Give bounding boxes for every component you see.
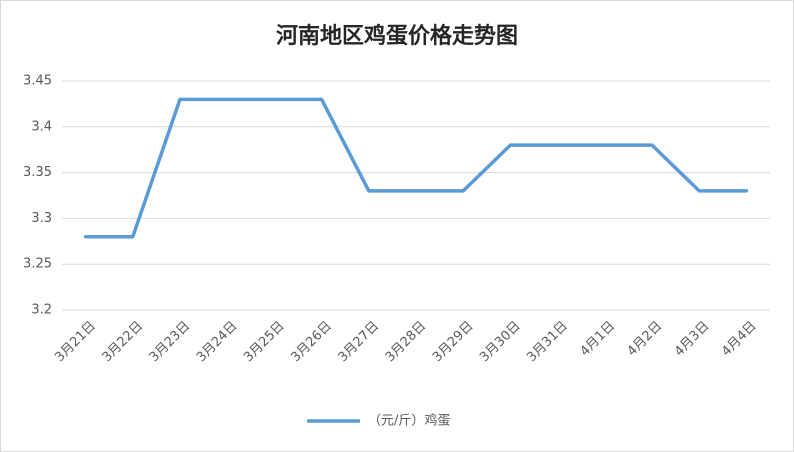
- y-tick-label: 3.25: [23, 257, 52, 272]
- y-tick-label: 3.4: [31, 119, 52, 134]
- y-tick-label: 3.45: [23, 74, 52, 89]
- y-tick-label: 3.35: [23, 165, 52, 180]
- data-line: [83, 97, 749, 239]
- chart-title: 河南地区鸡蛋价格走势图: [276, 23, 518, 49]
- y-tick-label: 3.3: [31, 211, 52, 226]
- y-tick-label: 3.2: [31, 303, 52, 318]
- legend-label: （元/斤）鸡蛋: [368, 413, 450, 429]
